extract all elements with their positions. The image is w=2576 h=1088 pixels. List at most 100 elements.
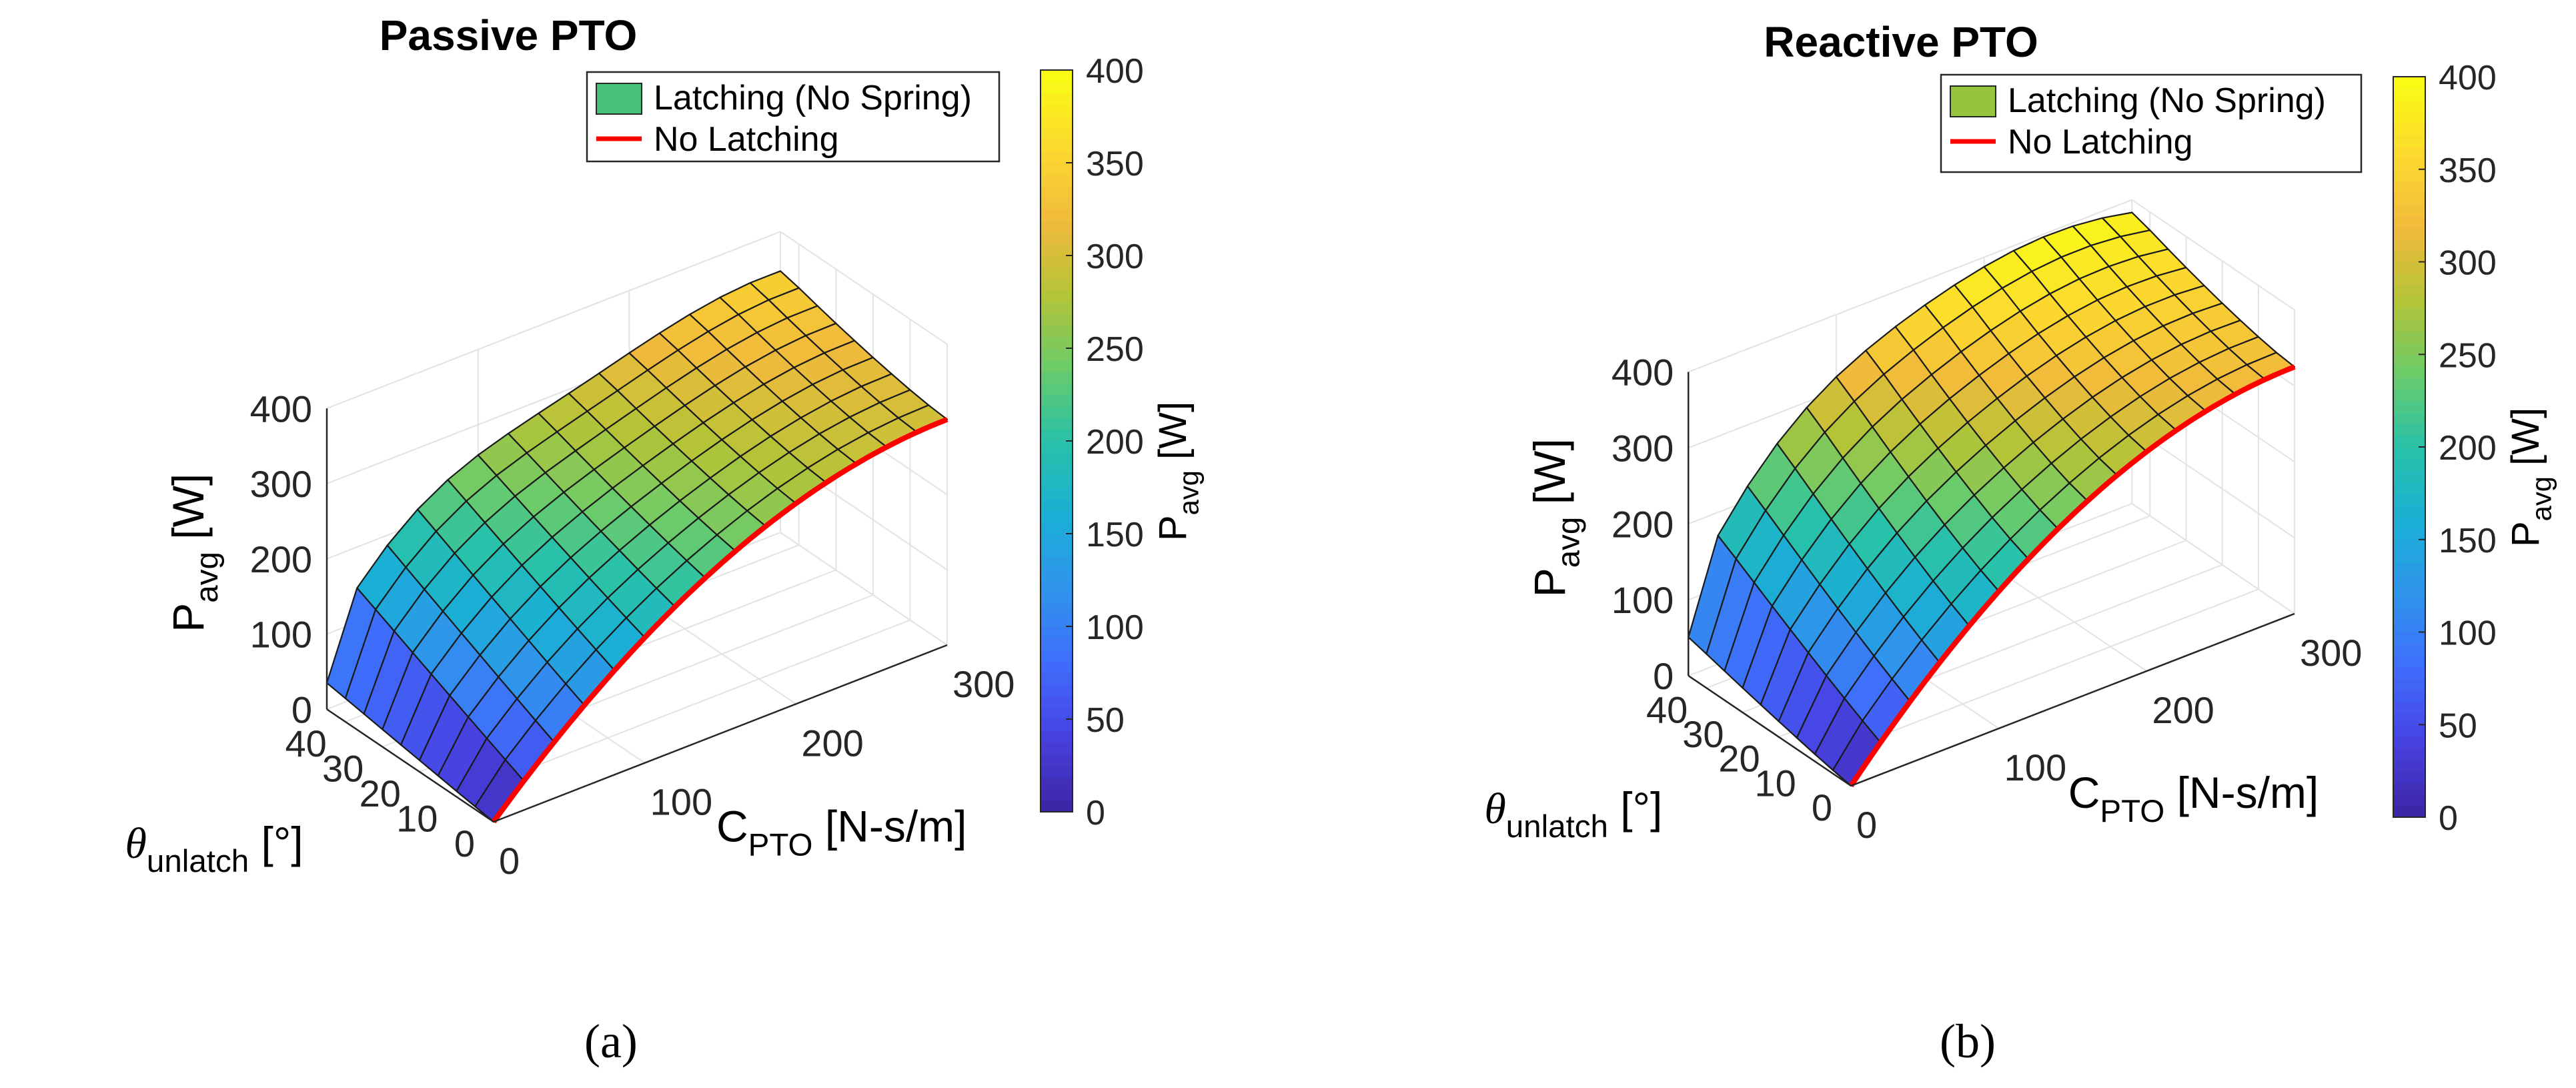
colorbar: 0 50 100 150 200 250 300 350 400 Pavg [W] [1040,52,1205,833]
x-axis-label: CPTO [N-s/m] [716,801,967,863]
colorbar-segment [2393,562,2425,575]
colorbar-segment [1041,603,1073,616]
caption-b-text: (b) [1940,1015,1996,1068]
colorbar-tick-label: 250 [2439,336,2497,375]
grid-line [2131,427,2295,538]
colorbar-segment [1041,267,1073,280]
colorbar-segment [1041,371,1073,384]
colorbar-tick-label: 250 [1086,330,1144,369]
legend: Latching (No Spring)No Latching [1940,73,2363,173]
colorbar-segment [1041,360,1073,372]
colorbar-segment [2393,701,2425,714]
colorbar-segment [1041,185,1073,198]
legend-label-no-latching: No Latching [654,120,839,159]
z-axis-label-sub: avg [189,552,225,603]
colorbar-segment [1041,534,1073,546]
z-tick-label: 100 [1612,579,1674,621]
colorbar-segment [1041,661,1073,674]
colorbar-segment [1041,556,1073,569]
colorbar-segment [2393,389,2425,402]
colorbar-segment [2393,620,2425,633]
colorbar-segment [1041,81,1073,94]
colorbar-segment [1041,498,1073,512]
z-axis-label: Pavg [W] [1525,438,1586,597]
x-axis-label-main: C [716,801,748,851]
colorbar-segment [2393,134,2425,147]
colorbar-segment [2393,123,2425,135]
colorbar-segment [1041,626,1073,639]
y-axis-label-sub: unlatch [147,844,249,879]
z-tick-label: 200 [1612,503,1674,545]
colorbar-segment [2393,285,2425,298]
colorbar-segment [1041,742,1073,754]
surface-mesh [1688,211,2296,787]
colorbar-segment [2393,227,2425,239]
colorbar-segment [2393,192,2425,205]
axes [1688,372,2295,787]
colorbar: 0 50 100 150 200 250 300 350 400 Pavg [W] [2393,59,2557,838]
legend-swatch-latching [1950,85,1996,117]
colorbar-segment [2393,470,2425,482]
colorbar-segment [2393,320,2425,332]
colorbar-segment [2393,690,2425,702]
colorbar-segment [2393,666,2425,679]
x-tick-label: 200 [2152,689,2214,731]
x-tick-label: 300 [2300,632,2362,674]
colorbar-segment [2393,169,2425,181]
y-tick-label: 10 [1755,762,1796,804]
colorbar-segment [1041,730,1073,743]
grid-line [780,231,948,345]
colorbar-label-unit: [W] [2504,408,2547,476]
colorbar-segment [1041,545,1073,558]
colorbar-segment [1041,243,1073,256]
colorbar-segment [1041,139,1073,152]
colorbar-segment [2393,655,2425,668]
colorbar-segment [1041,313,1073,326]
y-tick-label: 20 [1718,738,1760,780]
colorbar-segment [2393,412,2425,425]
z-axis-label-main: P [1525,568,1574,597]
colorbar-tick-label: 400 [1086,52,1144,91]
colorbar-tick-label: 300 [2439,244,2497,283]
colorbar-label-sub: avg [1173,470,1205,515]
colorbar-segment [1041,800,1073,812]
colorbar-segment [2393,759,2425,772]
z-tick-label: 100 [250,614,312,656]
colorbar-tick-label: 350 [2439,151,2497,190]
x-axis-label: CPTO [N-s/m] [2068,768,2319,829]
y-axis-label-main: θ [1484,784,1505,833]
z-tick-label: 400 [250,388,312,430]
y-tick-label: 30 [322,748,364,790]
colorbar-segment [1041,232,1073,245]
x-tick-label: 0 [499,840,520,882]
colorbar-tick-label: 200 [2439,429,2497,468]
x-tick-label: 100 [650,781,712,823]
colorbar-segment [2393,111,2425,124]
legend-box [1940,73,2363,173]
grid-line [2131,199,2295,311]
colorbar-segment [2393,250,2425,263]
colorbar-segment [2393,539,2425,552]
colorbar-segment [2393,157,2425,170]
colorbar-segment [2393,354,2425,367]
colorbar-segment [2393,203,2425,216]
colorbar-segment [2393,215,2425,228]
colorbar-segment [1041,406,1073,419]
legend-label-latching: Latching (No Spring) [2008,81,2326,120]
colorbar-tick-label: 0 [2439,799,2458,838]
colorbar-segment [2393,724,2425,737]
colorbar-segment [2393,261,2425,274]
colorbar-segment [1041,696,1073,708]
z-tick-label: 300 [1612,427,1674,469]
colorbar-tick-label: 400 [2439,59,2497,97]
colorbar-segment [2393,77,2425,89]
colorbar-segment [2393,632,2425,644]
colorbar-segment [1041,127,1073,141]
colorbar-segment [2393,805,2425,818]
z-axis-label-unit: [W] [1525,438,1574,516]
colorbar-segment [1041,383,1073,396]
colorbar-segment [1041,476,1073,488]
